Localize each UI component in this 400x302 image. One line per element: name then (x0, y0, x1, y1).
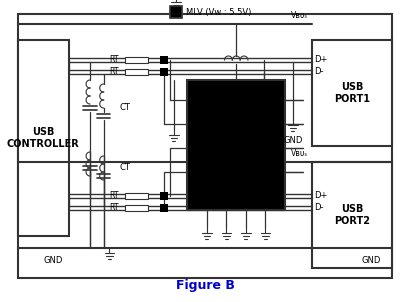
Text: D+: D+ (314, 191, 328, 201)
Bar (125, 193, 148, 199)
Bar (312, 40, 392, 146)
Text: GND: GND (43, 256, 63, 265)
Text: USB
CONTROLLER: USB CONTROLLER (7, 127, 80, 149)
Text: RT: RT (110, 56, 119, 65)
Bar (170, 6, 182, 18)
Bar (18, 14, 392, 278)
Text: MLV (Vw : 5.5V): MLV (Vw : 5.5V) (186, 8, 251, 17)
Bar (160, 192, 168, 200)
Bar (125, 69, 148, 75)
Text: USB
PORT1: USB PORT1 (334, 82, 370, 104)
Text: RT: RT (110, 68, 119, 76)
Text: CT: CT (119, 163, 130, 172)
Bar (18, 40, 68, 236)
Bar (312, 162, 392, 268)
Text: RT: RT (110, 191, 119, 201)
Text: CT: CT (119, 104, 130, 113)
Bar (125, 205, 148, 211)
Text: GND: GND (283, 136, 302, 145)
Text: Vʙᴜₛ: Vʙᴜₛ (291, 149, 308, 158)
Bar (125, 57, 148, 63)
Text: USB
PORT2: USB PORT2 (334, 204, 370, 226)
Text: RT: RT (110, 204, 119, 213)
Bar (160, 56, 168, 64)
Bar (160, 204, 168, 212)
Text: D-: D- (314, 204, 324, 213)
Text: Vʙᴜₛ: Vʙᴜₛ (291, 11, 308, 20)
Text: GND: GND (361, 256, 380, 265)
Text: D+: D+ (314, 56, 328, 65)
Bar (188, 80, 285, 210)
Bar (160, 68, 168, 76)
Text: D-: D- (314, 68, 324, 76)
Text: Figure B: Figure B (176, 279, 234, 293)
